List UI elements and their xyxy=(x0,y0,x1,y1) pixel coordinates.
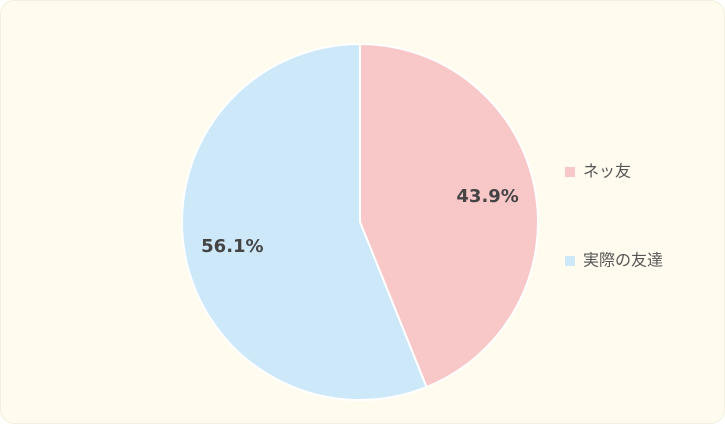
pie-slice xyxy=(359,42,539,389)
legend-label: ネッ友 xyxy=(583,162,631,181)
legend-swatch xyxy=(565,167,575,177)
slice-label: 43.9% xyxy=(456,186,518,207)
slice-label: 56.1% xyxy=(201,236,263,257)
legend-label: 実際の友達 xyxy=(583,251,663,270)
pie-slice xyxy=(181,42,428,401)
legend-swatch xyxy=(565,256,575,266)
